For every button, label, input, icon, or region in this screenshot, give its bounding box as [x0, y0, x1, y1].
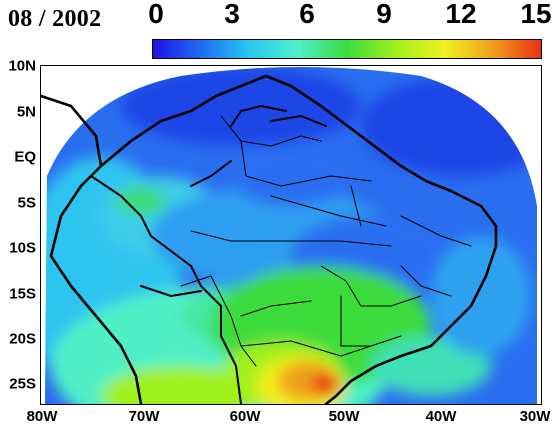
- y-axis-label: EQ: [14, 148, 36, 166]
- x-axis-label: 70W: [128, 408, 160, 425]
- colorbar-tick: 9: [376, 0, 392, 29]
- northern-eastern-coastline: [99, 74, 498, 404]
- y-axis-label: 10S: [9, 239, 36, 257]
- x-axis-label: 30W: [519, 408, 551, 425]
- field-north-darkblue: [121, 67, 361, 146]
- field-southeast-teal: [371, 336, 491, 396]
- map-svg: [41, 67, 537, 404]
- coastlines-and-borders: [41, 74, 498, 404]
- national-borders: [90, 175, 242, 404]
- y-axis-label: 20S: [9, 330, 36, 348]
- colorbar-tick: 6: [299, 0, 315, 29]
- field-east-lightblue: [431, 236, 531, 356]
- x-axis-label: 60W: [229, 408, 261, 425]
- colorbar-tick: 12: [445, 0, 477, 29]
- y-axis-label: 5N: [16, 103, 36, 121]
- colorbar: [152, 39, 542, 59]
- y-axis-label: 25S: [9, 375, 36, 393]
- field-north-blue: [231, 146, 351, 206]
- y-axis-label: 10N: [8, 57, 36, 75]
- field-south-red: [312, 372, 340, 396]
- map-title: 08 / 2002: [8, 6, 102, 32]
- y-axis-label: 15S: [9, 285, 36, 303]
- state-borders: [180, 115, 472, 367]
- x-axis-label: 80W: [26, 408, 58, 425]
- field-south-yellowgreen: [101, 366, 261, 404]
- western-coastline: [41, 94, 143, 404]
- y-axis-label: 5S: [17, 194, 36, 212]
- colorbar-tick: 15: [520, 0, 552, 29]
- colorbar-tick: 0: [148, 0, 164, 29]
- precipitation-field: [45, 67, 537, 404]
- field-green-patch: [116, 187, 166, 215]
- x-axis-label: 40W: [425, 408, 457, 425]
- colorbar-tick: 3: [224, 0, 240, 29]
- northern-borders: [190, 105, 327, 187]
- x-axis-label: 50W: [328, 408, 360, 425]
- map-panel: [40, 65, 542, 405]
